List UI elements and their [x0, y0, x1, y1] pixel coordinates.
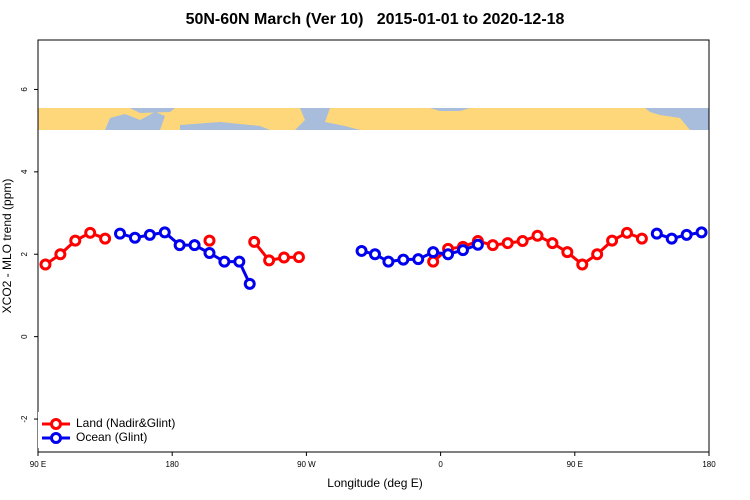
data-point [412, 253, 425, 266]
data-point [233, 255, 246, 268]
data-point [620, 226, 633, 239]
data-point [471, 238, 484, 251]
data-point [203, 234, 216, 247]
data-point [665, 232, 678, 245]
data-point [635, 232, 648, 245]
x-tick-label: 90 E [567, 460, 583, 469]
plot-frame [37, 39, 710, 453]
data-point [695, 226, 708, 239]
x-tick-label: 90 E [30, 460, 46, 469]
x-tick-label: 90 W [297, 460, 316, 469]
chart-title: 50N-60N March (Ver 10) 2015-01-01 to 202… [186, 11, 565, 28]
data-point [397, 253, 410, 266]
data-point [218, 255, 231, 268]
legend-marker [50, 418, 62, 430]
data-point [188, 239, 201, 252]
data-point [84, 226, 97, 239]
data-point [382, 255, 395, 268]
data-point [355, 244, 368, 257]
data-point [292, 251, 305, 264]
map-strip [38, 108, 709, 130]
data-point [54, 248, 67, 261]
data-point [606, 234, 619, 247]
y-tick-label: 6 [20, 87, 29, 92]
data-point [650, 227, 663, 240]
data-point [591, 248, 604, 261]
data-point [263, 254, 276, 267]
data-point [69, 234, 82, 247]
data-point [561, 246, 574, 259]
data-point [680, 228, 693, 241]
data-point [456, 244, 469, 257]
data-point [203, 247, 216, 260]
data-point [173, 239, 186, 252]
data-point [442, 248, 455, 261]
data-point [427, 246, 440, 259]
y-tick-label: -2 [20, 415, 29, 423]
data-point [143, 228, 156, 241]
x-axis-label: Longitude (deg E) [327, 476, 422, 490]
x-tick-label: 180 [702, 460, 716, 469]
y-tick-label: 2 [20, 251, 29, 256]
data-point [99, 232, 112, 245]
legend [38, 412, 188, 448]
data-point [128, 231, 141, 244]
data-point [368, 248, 381, 261]
y-tick-label: 0 [20, 334, 29, 339]
legend-marker [50, 432, 62, 444]
data-point [243, 277, 256, 290]
data-point [531, 229, 544, 242]
data-point [248, 235, 261, 248]
data-point [486, 239, 499, 252]
data-point [576, 258, 589, 271]
data-point [501, 237, 514, 250]
y-axis-label: XCO2 - MLO trend (ppm) [0, 179, 14, 314]
x-tick-label: 0 [438, 460, 443, 469]
data-point [427, 255, 440, 268]
data-point [158, 226, 171, 239]
y-tick-label: 4 [20, 169, 29, 174]
data-point [278, 251, 291, 264]
data-point [114, 227, 127, 240]
legend-label: Land (Nadir&Glint) [76, 416, 175, 430]
x-tick-label: 180 [166, 460, 180, 469]
data-point [546, 237, 559, 250]
data-point [39, 258, 52, 271]
data-point [516, 235, 529, 248]
legend-label: Ocean (Glint) [76, 430, 147, 444]
